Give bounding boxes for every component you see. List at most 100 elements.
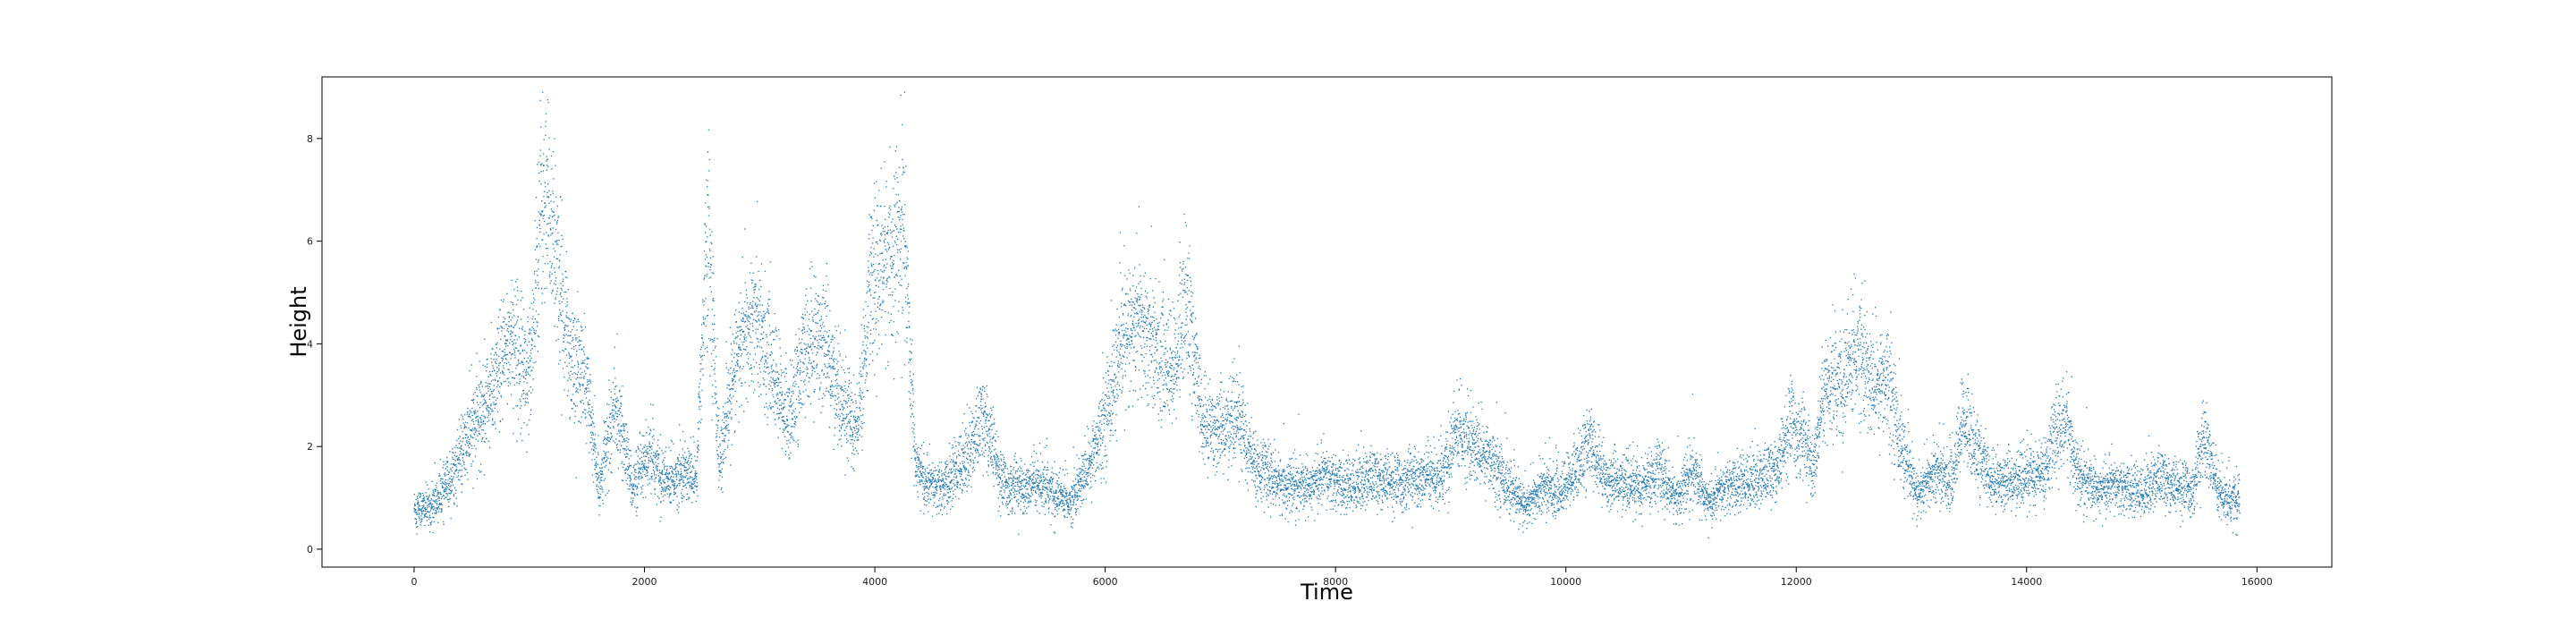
data-point bbox=[741, 330, 743, 333]
data-point bbox=[794, 420, 796, 423]
data-point bbox=[676, 484, 679, 487]
data-point bbox=[893, 321, 894, 323]
data-point bbox=[644, 473, 646, 476]
data-point bbox=[782, 408, 784, 410]
data-point bbox=[608, 440, 611, 443]
data-point bbox=[764, 406, 766, 409]
data-point bbox=[975, 425, 977, 428]
data-point bbox=[425, 513, 428, 514]
data-point bbox=[790, 436, 792, 439]
data-point bbox=[573, 421, 575, 424]
data-point bbox=[533, 331, 535, 334]
data-point bbox=[568, 353, 571, 355]
data-point bbox=[624, 472, 626, 474]
data-point bbox=[977, 452, 979, 453]
data-point bbox=[489, 413, 491, 415]
data-point bbox=[651, 472, 653, 475]
data-point bbox=[756, 321, 758, 323]
data-point bbox=[637, 455, 639, 457]
data-point bbox=[870, 294, 872, 296]
data-point bbox=[857, 430, 860, 433]
data-point bbox=[582, 411, 584, 413]
data-point bbox=[815, 322, 817, 324]
data-point bbox=[608, 436, 610, 439]
data-point bbox=[506, 292, 508, 295]
data-point bbox=[492, 424, 494, 426]
data-point bbox=[717, 454, 719, 456]
data-point bbox=[464, 414, 466, 416]
data-point bbox=[496, 370, 498, 373]
data-point bbox=[848, 367, 851, 369]
data-point bbox=[873, 209, 875, 211]
data-point bbox=[922, 441, 925, 444]
data-point bbox=[831, 393, 833, 394]
data-point bbox=[631, 499, 634, 502]
data-point bbox=[768, 305, 770, 307]
data-point bbox=[735, 336, 737, 338]
data-point bbox=[633, 483, 635, 486]
data-point bbox=[423, 516, 425, 519]
data-point bbox=[508, 320, 510, 323]
data-point bbox=[828, 351, 831, 352]
data-point bbox=[929, 499, 932, 501]
data-point bbox=[477, 416, 479, 418]
data-point bbox=[633, 465, 635, 467]
data-point bbox=[613, 425, 614, 428]
data-point bbox=[538, 335, 540, 338]
data-point bbox=[598, 467, 601, 469]
data-point bbox=[959, 442, 961, 444]
data-point bbox=[835, 409, 837, 411]
data-point bbox=[546, 156, 547, 157]
data-point bbox=[826, 263, 827, 265]
data-point bbox=[561, 301, 564, 303]
data-point bbox=[738, 326, 741, 328]
data-point bbox=[820, 327, 823, 329]
data-point bbox=[444, 498, 445, 500]
data-point bbox=[600, 485, 602, 487]
data-point bbox=[879, 240, 882, 242]
data-point bbox=[674, 465, 676, 467]
data-point bbox=[779, 363, 782, 365]
data-point bbox=[834, 408, 835, 410]
data-point bbox=[591, 459, 593, 461]
data-point bbox=[531, 369, 533, 371]
data-point bbox=[510, 325, 513, 326]
data-point bbox=[480, 440, 483, 443]
data-point bbox=[635, 450, 638, 452]
data-point bbox=[902, 218, 903, 221]
data-point bbox=[530, 338, 533, 340]
data-point bbox=[913, 433, 915, 435]
data-point bbox=[450, 492, 453, 494]
data-point bbox=[942, 484, 944, 486]
data-point bbox=[950, 471, 952, 473]
data-point bbox=[823, 355, 825, 357]
data-point bbox=[871, 318, 874, 320]
data-point bbox=[580, 421, 581, 424]
data-point bbox=[616, 415, 618, 418]
data-point bbox=[835, 412, 837, 414]
data-point bbox=[452, 448, 453, 450]
data-point bbox=[954, 496, 957, 497]
data-point bbox=[681, 472, 682, 475]
data-point bbox=[942, 485, 944, 487]
data-point bbox=[833, 347, 835, 349]
data-point bbox=[900, 94, 902, 97]
data-point bbox=[498, 364, 500, 367]
data-point bbox=[967, 474, 969, 476]
data-point bbox=[881, 271, 883, 273]
data-point bbox=[809, 346, 811, 349]
data-point bbox=[835, 380, 836, 382]
data-point bbox=[605, 444, 606, 445]
data-point bbox=[906, 337, 908, 339]
data-point bbox=[844, 474, 846, 476]
data-point bbox=[877, 298, 879, 301]
data-point bbox=[691, 486, 692, 487]
data-point bbox=[883, 271, 885, 273]
data-point bbox=[982, 412, 984, 415]
data-point bbox=[507, 361, 510, 363]
data-point bbox=[576, 405, 578, 407]
data-point bbox=[798, 328, 800, 330]
data-point bbox=[603, 450, 605, 453]
data-point bbox=[787, 425, 790, 427]
data-point bbox=[555, 196, 557, 198]
